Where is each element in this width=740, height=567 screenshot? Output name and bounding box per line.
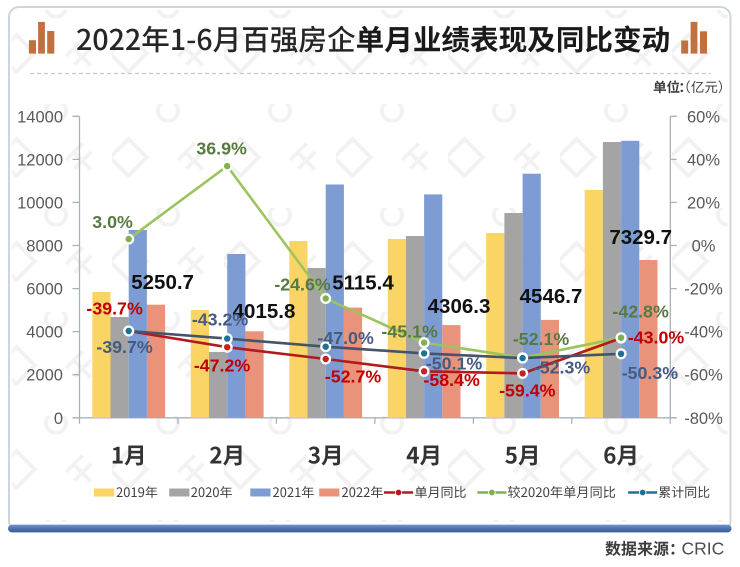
svg-text:-45.1%: -45.1%	[381, 321, 438, 341]
svg-text:3.0%: 3.0%	[92, 212, 133, 232]
svg-text:4015.8: 4015.8	[233, 300, 296, 323]
svg-text:-20%: -20%	[684, 281, 723, 299]
svg-text:-58.4%: -58.4%	[423, 370, 480, 390]
svg-text:5115.4: 5115.4	[332, 271, 394, 294]
svg-text:-52.7%: -52.7%	[325, 366, 382, 386]
svg-text:12000: 12000	[17, 151, 63, 169]
svg-text:-60%: -60%	[684, 367, 723, 385]
svg-text:0%: 0%	[692, 238, 716, 256]
svg-text:-50.3%: -50.3%	[622, 363, 679, 383]
svg-text:5250.7: 5250.7	[131, 271, 194, 294]
svg-text:40%: 40%	[687, 151, 720, 169]
svg-text:6000: 6000	[26, 281, 63, 299]
svg-text:4000: 4000	[26, 324, 63, 342]
svg-text:-59.4%: -59.4%	[499, 381, 556, 401]
svg-text:60%: 60%	[687, 108, 720, 126]
svg-text:-39.7%: -39.7%	[96, 337, 153, 357]
svg-text:-47.2%: -47.2%	[194, 355, 251, 375]
svg-text:-52.3%: -52.3%	[534, 357, 591, 377]
svg-text:-42.8%: -42.8%	[612, 302, 669, 322]
svg-text:-43.2%: -43.2%	[192, 310, 249, 330]
svg-text:-40%: -40%	[684, 324, 723, 342]
svg-text:36.9%: 36.9%	[196, 138, 247, 158]
svg-text:7329.7: 7329.7	[609, 226, 672, 249]
svg-text:4306.3: 4306.3	[428, 295, 491, 318]
svg-text:14000: 14000	[17, 108, 63, 126]
svg-text:-43.0%: -43.0%	[628, 327, 685, 347]
svg-text:0: 0	[54, 410, 63, 428]
svg-text:10000: 10000	[17, 194, 63, 212]
svg-text:4546.7: 4546.7	[520, 285, 583, 308]
svg-text:CRIC: CRIC	[682, 539, 725, 559]
svg-text:-52.1%: -52.1%	[513, 329, 570, 349]
svg-text:-50.1%: -50.1%	[426, 354, 483, 374]
svg-text:2000: 2000	[26, 367, 63, 385]
svg-text:-24.6%: -24.6%	[274, 274, 331, 294]
svg-text:-80%: -80%	[684, 410, 723, 428]
svg-text:-47.0%: -47.0%	[317, 328, 374, 348]
svg-text:-39.7%: -39.7%	[86, 298, 143, 318]
svg-text:8000: 8000	[26, 238, 63, 256]
svg-text:20%: 20%	[687, 194, 720, 212]
